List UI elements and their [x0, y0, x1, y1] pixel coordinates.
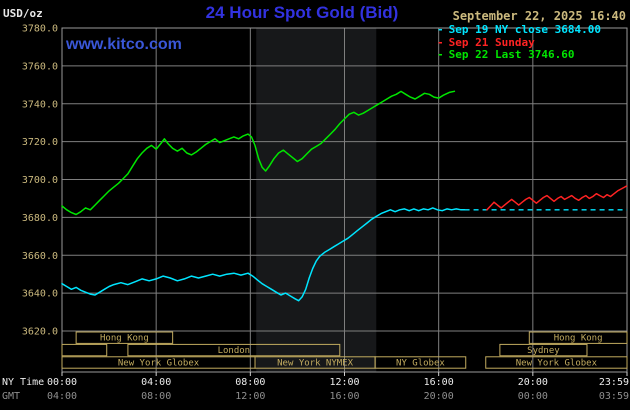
session-box-hong-kong: [528, 331, 628, 344]
x-tick-label: 03:59: [599, 391, 629, 402]
x-tick-label: 20:00: [518, 377, 548, 388]
session-box-session: [61, 343, 108, 357]
x-tick-label: 16:00: [424, 377, 454, 388]
x-axis-ny-labels: NY Time 00:00 04:00 08:00 12:00 16:00 20:00 23:…: [2, 372, 629, 388]
session-box-hong-kong: [75, 331, 174, 344]
y-tick-label: 3660.0: [22, 251, 58, 262]
session-label-new-york-nymex: New York NYMEX: [277, 359, 353, 369]
x-tick-label: 04:00: [47, 391, 77, 402]
session-label-new-york-globex: New York Globex: [516, 359, 598, 369]
legend-label: Sep 22 Last 3746.60: [448, 48, 575, 61]
price-series-sep22: [61, 90, 456, 216]
legend-line-marker: -: [437, 35, 444, 49]
price-series-sep21: [486, 185, 628, 211]
legend-item-0: - Sep 19 NY close 3684.00: [437, 23, 601, 37]
session-label-hong-kong: Hong Kong: [554, 334, 603, 344]
y-tick-label: 3680.0: [22, 213, 58, 224]
axis-row-name: NY Time: [2, 377, 44, 388]
legend-item-1: - Sep 21 Sunday: [437, 35, 601, 50]
chart-title: 24 Hour Spot Gold (Bid): [205, 3, 399, 22]
legend-item-2: - Sep 22 Last 3746.60: [437, 48, 601, 62]
price-series-sep19: [61, 207, 466, 302]
nymex-session-band: [256, 28, 377, 372]
session-box-new-york-globex: [485, 356, 628, 369]
timestamp: September 22, 2025 16:40: [452, 9, 626, 23]
x-tick-label: 08:00: [235, 377, 265, 388]
y-tick-label: 3620.0: [22, 327, 58, 338]
y-tick-label: 3700.0: [22, 175, 58, 186]
legend-line-marker: -: [437, 48, 444, 61]
price-units-label: USD/oz: [3, 7, 43, 20]
x-tick-label: 12:00: [329, 377, 359, 388]
session-label-hong-kong: Hong Kong: [100, 334, 149, 344]
x-tick-label: 20:00: [424, 391, 454, 402]
x-tick-label: 00:00: [518, 391, 548, 402]
x-tick-label: 08:00: [141, 391, 171, 402]
session-label-london: London: [218, 346, 251, 356]
session-box-london: [127, 343, 341, 357]
y-tick-label: 3760.0: [22, 61, 58, 72]
legend-label: Sep 21 Sunday: [448, 35, 535, 49]
session-label-ny-globex: NY Globex: [396, 359, 445, 369]
y-tick-label: 3780.0: [22, 24, 58, 35]
x-tick-label: 04:00: [141, 377, 171, 388]
session-box-ny-globex: [374, 356, 467, 369]
y-tick-label: 3740.0: [22, 99, 58, 110]
y-tick-label: 3640.0: [22, 289, 58, 300]
x-tick-label: 12:00: [235, 391, 265, 402]
axis-row-name: GMT: [2, 391, 20, 402]
legend-label: Sep 19 NY close 3684.00: [448, 23, 601, 36]
session-label-sydney: Sydney: [527, 346, 560, 356]
x-tick-label: 23:59: [599, 377, 629, 388]
y-tick-label: 3720.0: [22, 137, 58, 148]
legend-line-marker: -: [437, 23, 444, 36]
chart-legend: - Sep 19 NY close 3684.00- Sep 21 Sunday - S…: [437, 23, 601, 62]
kitco-website-link[interactable]: www.kitco.com: [66, 36, 182, 53]
x-tick-label: 00:00: [47, 377, 77, 388]
session-box-sydney: [499, 343, 588, 357]
session-label-new-york-globex: New York Globex: [118, 359, 200, 369]
x-axis-gmt-labels: GMT 04:00 08:00 12:00 16:00 20:00 00:00 03:59: [2, 391, 629, 402]
gridlines: [62, 27, 627, 372]
y-axis-labels: 3780.0 3760.0 3740.0 3720.0 3700.0 3680.0 3660…: [22, 24, 58, 338]
market-session-bars: Hong Kong Hong Kong London Sydney New York G…: [61, 331, 628, 369]
x-tick-label: 16:00: [329, 391, 359, 402]
